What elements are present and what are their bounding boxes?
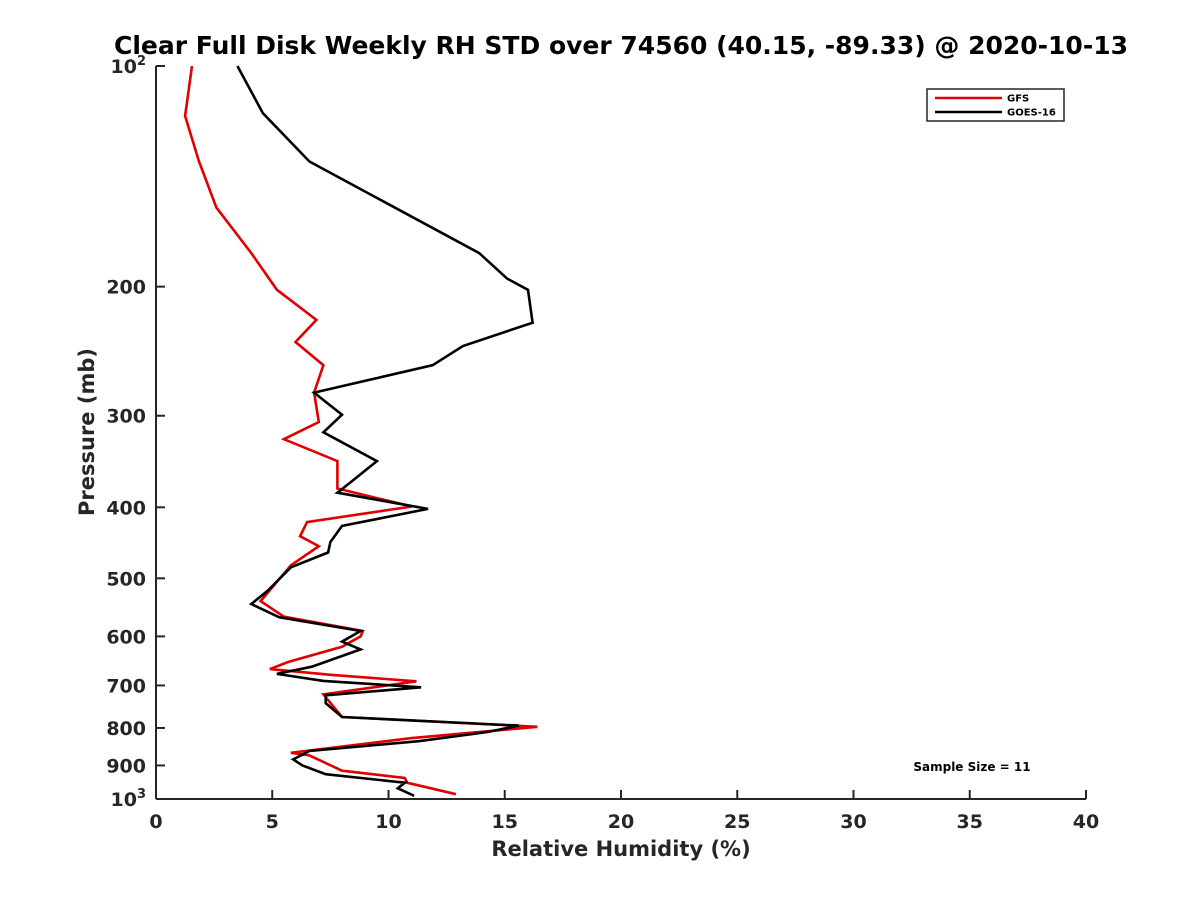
y-tick-label: 103 <box>111 787 147 811</box>
y-axis-label: Pressure (mb) <box>75 348 99 516</box>
x-tick-label: 35 <box>957 811 983 833</box>
y-tick-label: 900 <box>106 755 146 777</box>
y-tick-label: 200 <box>106 277 146 299</box>
y-tick-label: 300 <box>106 406 146 428</box>
y-tick-label: 800 <box>106 718 146 740</box>
x-tick-label: 5 <box>266 811 279 833</box>
x-axis-label: Relative Humidity (%) <box>491 837 750 861</box>
x-tick-label: 10 <box>375 811 401 833</box>
y-tick-label: 400 <box>106 497 146 519</box>
legend-box <box>926 88 1065 122</box>
x-tick-label: 30 <box>840 811 866 833</box>
x-tick-label: 15 <box>492 811 518 833</box>
legend: GFS GOES-16 <box>926 88 1065 122</box>
x-tick-label: 20 <box>608 811 634 833</box>
legend-label-gfs: GFS <box>1007 94 1029 105</box>
axes: 0 5 10 15 20 25 30 35 40 102 200 300 400 500 600 700 800… <box>106 54 1099 833</box>
x-tick-label: 25 <box>724 811 750 833</box>
y-tick-label: 500 <box>106 568 146 590</box>
series-layer <box>183 65 538 797</box>
chart-title: Clear Full Disk Weekly RH STD over 74560… <box>114 31 1128 60</box>
x-tick-label: 40 <box>1073 811 1099 833</box>
sample-size-annotation: Sample Size = 11 <box>913 760 1030 774</box>
y-tick-label: 600 <box>106 626 146 648</box>
legend-label-goes-16: GOES-16 <box>1007 108 1056 119</box>
series-line-goes-16 <box>236 65 535 797</box>
y-tick-label: 700 <box>106 675 146 697</box>
y-tick-label: 102 <box>111 54 147 78</box>
x-tick-label: 0 <box>149 811 162 833</box>
